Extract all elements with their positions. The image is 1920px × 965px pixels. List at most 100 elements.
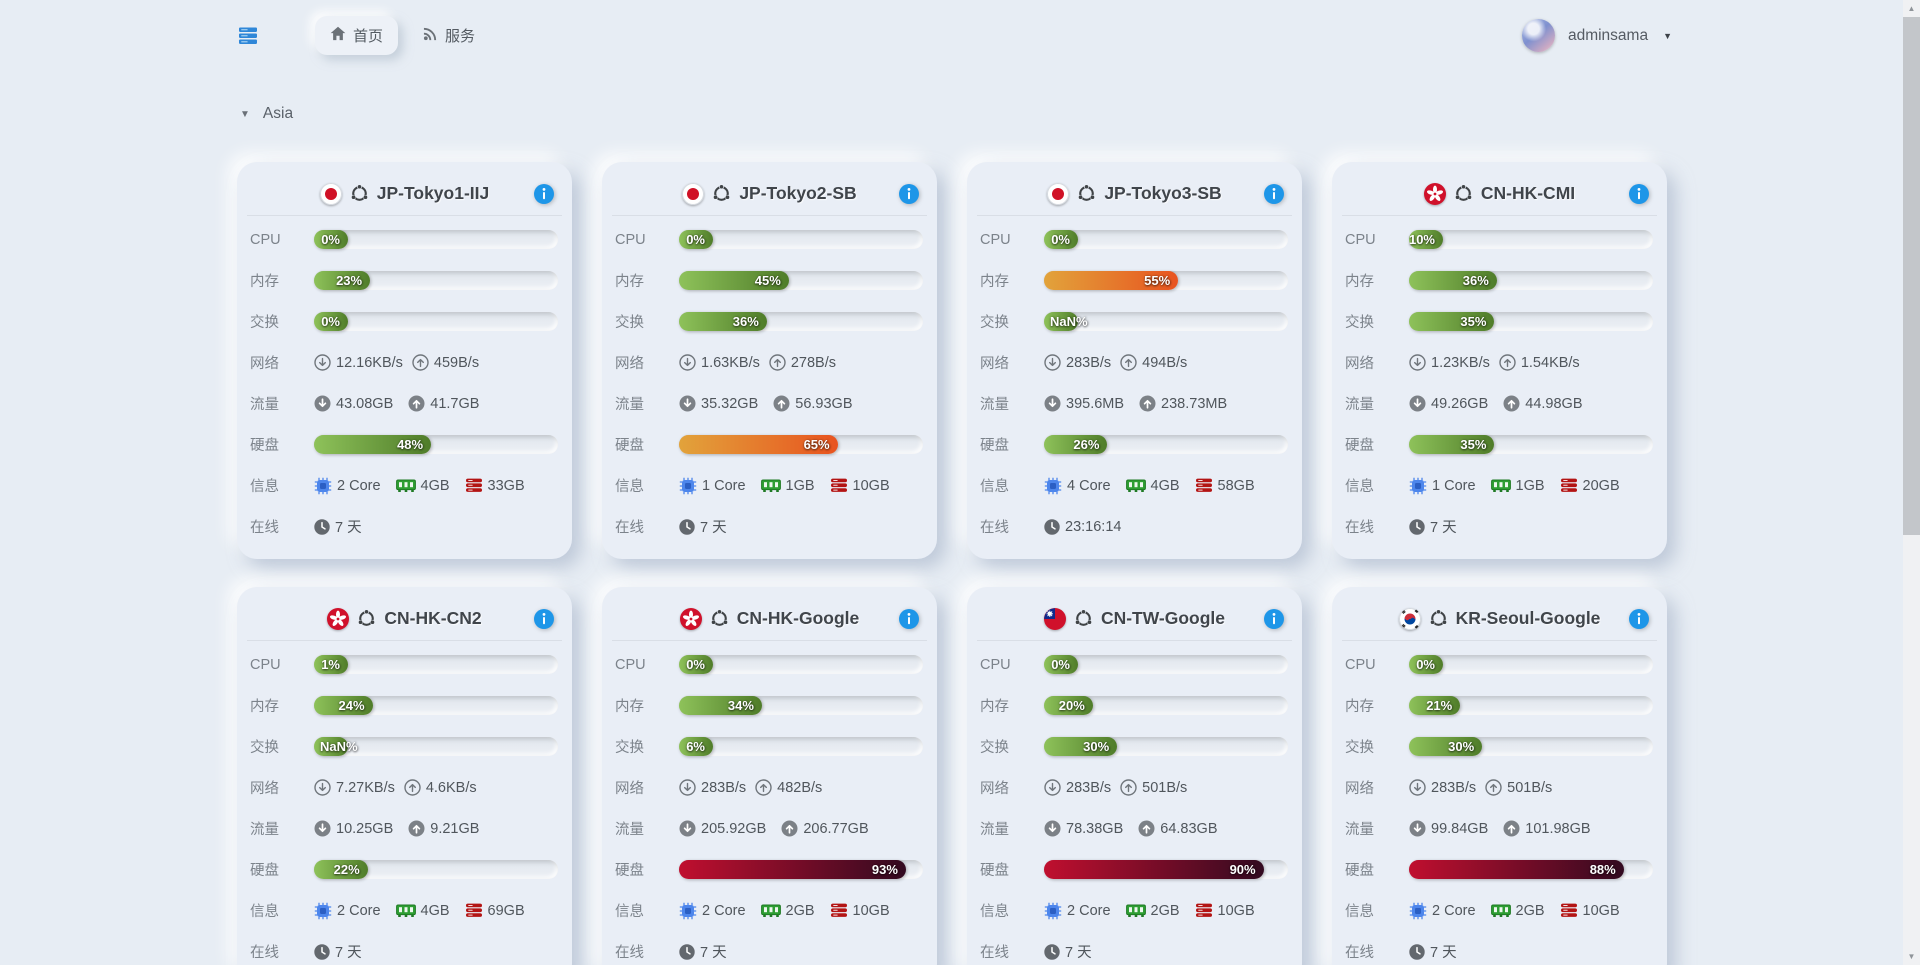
memory-percent: 23% <box>336 273 363 288</box>
network-row: 网络 1.23KB/s 1.54KB/s <box>1342 342 1657 383</box>
disk-row: 硬盘 48% <box>247 424 562 465</box>
card-header: CN-HK-CN2 <box>247 597 562 641</box>
tab-home[interactable]: 首页 <box>315 16 399 55</box>
info-row: 信息 2 Core 2GB 10GB <box>977 890 1292 931</box>
info-icon[interactable] <box>1264 184 1284 209</box>
download-total-icon <box>1044 820 1061 837</box>
scroll-up-icon[interactable]: ▲ <box>1907 4 1916 13</box>
country-flag-icon <box>1047 182 1070 205</box>
region-title: Asia <box>262 105 294 122</box>
uptime-label: 在线 <box>250 945 279 961</box>
download-total: 35.32GB <box>701 395 759 412</box>
info-icon[interactable] <box>1264 609 1284 634</box>
upload-total-icon <box>1138 820 1155 837</box>
memory-row: 内存 24% <box>247 685 562 726</box>
info-label: 信息 <box>980 479 1009 495</box>
server-name: JP-Tokyo3-SB <box>1104 183 1222 203</box>
swap-progress-bar: 30% <box>1044 737 1288 756</box>
card-stats: CPU 0% 内存 34% 交换 6% 网络 <box>612 644 927 965</box>
disk-size: 10GB <box>1217 902 1255 919</box>
ram-icon <box>395 904 416 918</box>
cpu-percent: 0% <box>1416 657 1435 672</box>
core-count: 2 Core <box>1067 902 1111 919</box>
network-label: 网络 <box>250 356 279 372</box>
scrollbar-thumb[interactable] <box>1903 17 1920 535</box>
memory-progress-bar: 36% <box>1409 271 1653 290</box>
download-speed-icon <box>1409 779 1426 796</box>
info-row: 信息 2 Core 4GB 69GB <box>247 890 562 931</box>
card-stats: CPU 0% 内存 21% 交换 30% 网络 <box>1342 644 1657 965</box>
server-name: CN-HK-Google <box>736 608 860 628</box>
upload-speed-icon <box>755 779 772 796</box>
traffic-label: 流量 <box>1345 822 1374 838</box>
info-icon[interactable] <box>899 609 919 634</box>
network-label: 网络 <box>615 356 644 372</box>
download-speed: 283B/s <box>1066 354 1112 371</box>
upload-speed-icon <box>412 354 429 371</box>
traffic-row: 流量 99.84GB 101.98GB <box>1342 808 1657 849</box>
disk-label: 硬盘 <box>615 863 644 879</box>
memory-row: 内存 34% <box>612 685 927 726</box>
disk-row: 硬盘 88% <box>1342 849 1657 890</box>
upload-speed: 501B/s <box>1142 779 1188 796</box>
disk-label: 硬盘 <box>980 438 1009 454</box>
swap-progress-bar: NaN% <box>314 737 558 756</box>
clock-icon <box>1409 518 1425 535</box>
clock-icon <box>679 943 695 960</box>
disk-stack-icon <box>1195 478 1213 493</box>
info-icon[interactable] <box>1629 609 1649 634</box>
traffic-row: 流量 35.32GB 56.93GB <box>612 383 927 424</box>
info-icon[interactable] <box>534 609 554 634</box>
cpu-percent: 0% <box>1051 232 1070 247</box>
ubuntu-os-icon <box>1454 184 1473 203</box>
uptime-value: 7 天 <box>335 945 362 961</box>
download-total-icon <box>679 395 696 412</box>
clock-icon <box>1044 943 1060 960</box>
memory-progress-bar: 45% <box>679 271 923 290</box>
swap-percent: 30% <box>1083 739 1110 754</box>
memory-label: 内存 <box>250 274 279 290</box>
download-speed: 1.23KB/s <box>1431 354 1490 371</box>
cpu-row: CPU 0% <box>247 219 562 260</box>
scrollbar[interactable]: ▲ ▼ <box>1903 0 1920 965</box>
disk-label: 硬盘 <box>615 438 644 454</box>
cpu-chip-icon <box>1044 477 1062 495</box>
rss-icon <box>423 26 438 45</box>
traffic-row: 流量 395.6MB 238.73MB <box>977 383 1292 424</box>
disk-percent: 93% <box>871 862 898 877</box>
server-card: JP-Tokyo3-SB CPU 0% 内存 55% 交换 NaN <box>967 162 1302 559</box>
uptime-value: 7 天 <box>1430 520 1457 536</box>
server-stack-icon[interactable] <box>237 26 259 45</box>
disk-progress-fill: 26% <box>1044 435 1108 454</box>
cpu-row: CPU 1% <box>247 644 562 685</box>
upload-total: 56.93GB <box>795 395 853 412</box>
memory-progress-bar: 34% <box>679 696 923 715</box>
swap-row: 交换 36% <box>612 301 927 342</box>
network-label: 网络 <box>1345 781 1374 797</box>
card-stats: CPU 1% 内存 24% 交换 NaN% 网络 <box>247 644 562 965</box>
disk-row: 硬盘 22% <box>247 849 562 890</box>
disk-progress-fill: 22% <box>314 860 368 879</box>
region-header[interactable]: ▼ Asia <box>240 105 1920 123</box>
download-total: 395.6MB <box>1066 395 1125 412</box>
uptime-row: 在线 7 天 <box>1342 506 1657 547</box>
scroll-down-icon[interactable]: ▼ <box>1907 952 1916 961</box>
disk-size: 10GB <box>1582 902 1620 919</box>
uptime-row: 在线 7 天 <box>247 506 562 547</box>
tab-services[interactable]: 服务 <box>408 16 490 55</box>
disk-percent: 22% <box>333 862 360 877</box>
user-menu[interactable]: adminsama ▼ <box>1521 19 1672 52</box>
cpu-label: CPU <box>980 231 1011 248</box>
network-row: 网络 283B/s 482B/s <box>612 767 927 808</box>
disk-percent: 35% <box>1460 437 1487 452</box>
disk-progress-fill: 93% <box>679 860 906 879</box>
upload-speed-icon <box>1120 354 1137 371</box>
upload-total: 206.77GB <box>803 820 869 837</box>
disk-progress-bar: 88% <box>1409 860 1653 879</box>
download-speed-icon <box>679 779 696 796</box>
memory-percent: 20% <box>1058 698 1085 713</box>
info-icon[interactable] <box>899 184 919 209</box>
traffic-row: 流量 78.38GB 64.83GB <box>977 808 1292 849</box>
info-icon[interactable] <box>534 184 554 209</box>
info-icon[interactable] <box>1629 184 1649 209</box>
